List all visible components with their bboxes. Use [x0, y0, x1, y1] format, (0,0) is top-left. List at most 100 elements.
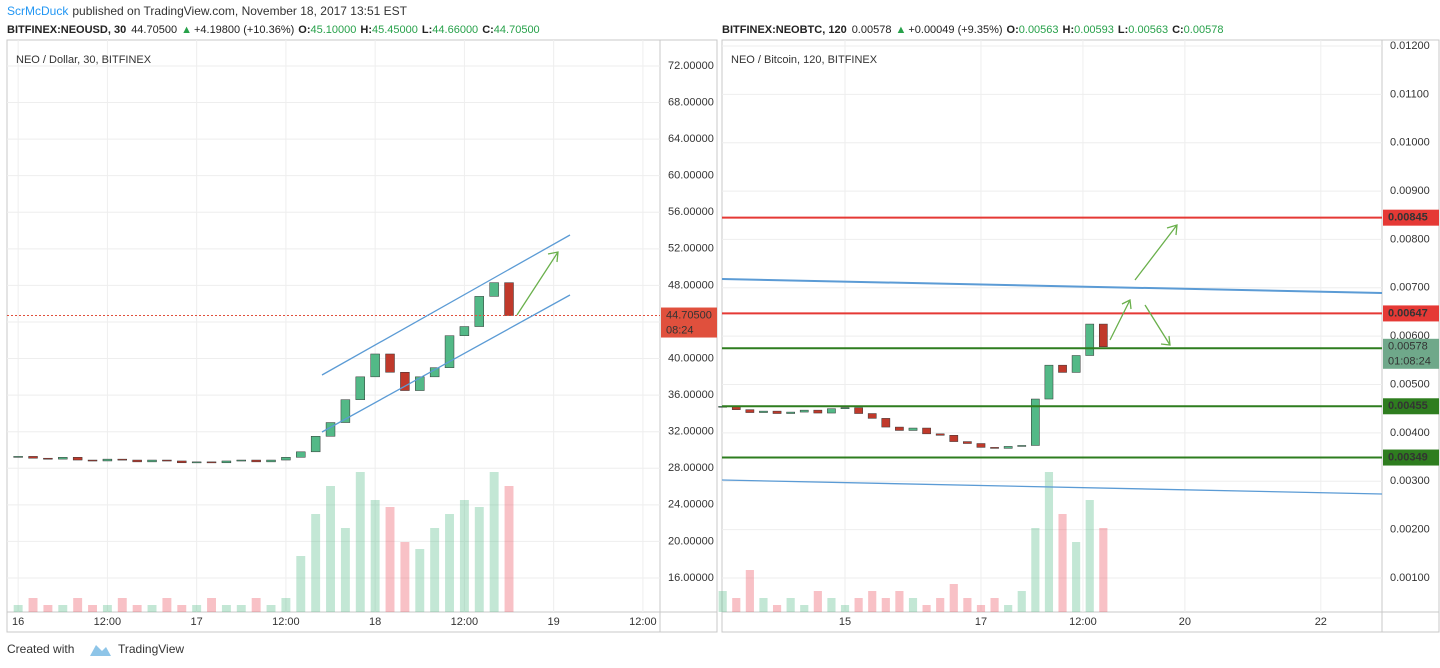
ohlc-value: 45.45000 — [372, 24, 418, 36]
direction: ▲ — [181, 24, 192, 36]
candle — [759, 410, 768, 413]
volume-bar — [474, 507, 484, 612]
x-tick-label: 15 — [839, 616, 851, 628]
volume-bar — [281, 598, 291, 612]
volume-bar — [868, 591, 877, 612]
volume-bar — [718, 591, 727, 612]
candle — [310, 436, 321, 453]
candle — [1058, 364, 1067, 373]
candle — [370, 353, 380, 378]
channel-line — [321, 234, 571, 376]
candle — [147, 459, 157, 463]
candle — [1071, 355, 1081, 373]
candle — [72, 457, 83, 461]
legend: BITFINEX:NEOUSD, 30 44.70500 ▲ +4.19800 (+1… — [7, 24, 540, 36]
countdown: 01:08:24 — [1388, 356, 1431, 368]
volume-bar — [162, 598, 172, 612]
y-tick-label: 0.00400 — [1390, 427, 1430, 439]
y-tick-label: 48.00000 — [668, 279, 714, 291]
volume-bar — [786, 598, 795, 612]
candle — [772, 410, 782, 414]
candle — [908, 427, 918, 431]
candle — [191, 461, 202, 464]
ohlc-value: 44.66000 — [432, 24, 478, 36]
candle — [1003, 446, 1013, 449]
x-tick-label: 16 — [12, 616, 24, 628]
candle — [827, 408, 836, 414]
volume-bar — [28, 598, 38, 612]
volume-bar — [827, 598, 836, 612]
arrow — [1134, 224, 1178, 281]
x-tick-label: 12:00 — [1069, 616, 1097, 628]
candle — [840, 407, 850, 409]
volume-bar — [385, 507, 395, 612]
x-tick-label: 22 — [1315, 616, 1327, 628]
candle — [489, 282, 499, 297]
y-tick-label: 36.00000 — [668, 389, 714, 401]
volume-bar — [1004, 605, 1013, 612]
ohlc-value: 45.10000 — [311, 24, 357, 36]
y-tick-label: 24.00000 — [668, 499, 714, 511]
volume-bar — [132, 605, 142, 612]
level-label-bg — [1383, 398, 1439, 415]
candle — [415, 376, 425, 391]
level-label: 0.00845 — [1388, 212, 1428, 224]
ohlc-key: L: — [422, 24, 432, 36]
x-tick-label: 19 — [548, 616, 560, 628]
candle — [1017, 445, 1027, 447]
volume-bar — [13, 605, 23, 612]
y-tick-label: 40.00000 — [668, 352, 714, 364]
y-tick-label: 0.01200 — [1390, 40, 1430, 52]
channel-line — [321, 294, 571, 433]
candle — [799, 409, 809, 413]
candle — [177, 460, 187, 464]
x-tick-label: 17 — [975, 616, 987, 628]
candle — [1031, 398, 1040, 446]
legend: BITFINEX:NEOBTC, 120 0.00578 ▲ +0.00049 (+9… — [722, 24, 1223, 36]
volume-bar — [840, 605, 850, 612]
arrow — [1109, 299, 1132, 341]
candle — [504, 282, 514, 316]
volume-bar — [976, 605, 986, 612]
volume-bar — [236, 605, 246, 612]
y-tick-label: 68.00000 — [668, 96, 714, 108]
volume-bar — [895, 591, 904, 612]
level-label-bg — [1383, 305, 1439, 322]
candle — [162, 459, 172, 462]
last-price-label: 0.00578 — [1388, 341, 1428, 353]
ohlc-key: C: — [1172, 24, 1184, 36]
ohlc-key: C: — [482, 24, 494, 36]
last: 0.00578 — [852, 24, 892, 36]
volume-bar — [73, 598, 83, 612]
arrow — [1144, 304, 1171, 346]
level-label-bg — [1383, 449, 1439, 466]
ohlc-key: L: — [1118, 24, 1128, 36]
volume-bar — [400, 542, 410, 612]
x-tick-label: 12:00 — [94, 616, 122, 628]
volume-bar — [1072, 542, 1081, 612]
ohlc-key: O: — [1007, 24, 1019, 36]
candle — [385, 353, 395, 373]
volume-bar — [340, 528, 350, 612]
volume-bar — [963, 598, 972, 612]
footer-brand[interactable]: TradingView — [118, 642, 184, 656]
candle — [922, 427, 931, 435]
published: published on TradingView.com, November 1… — [72, 4, 407, 18]
y-tick-label: 0.00500 — [1390, 378, 1430, 390]
candle — [236, 459, 246, 462]
y-tick-label: 72.00000 — [668, 60, 714, 72]
volume-bar — [504, 486, 514, 612]
author[interactable]: ScrMcDuck — [7, 4, 69, 18]
candle — [474, 296, 484, 327]
footer-created: Created with — [7, 642, 74, 656]
x-tick-label: 12:00 — [629, 616, 657, 628]
volume-bar — [1085, 500, 1094, 612]
candle — [745, 409, 755, 413]
ohlc-key: H: — [1063, 24, 1075, 36]
volume-bar — [221, 605, 231, 612]
logo — [90, 645, 111, 656]
y-tick-label: 64.00000 — [668, 133, 714, 145]
change: +0.00049 (+9.35%) — [908, 24, 1002, 36]
y-tick-label: 0.00100 — [1390, 572, 1430, 584]
